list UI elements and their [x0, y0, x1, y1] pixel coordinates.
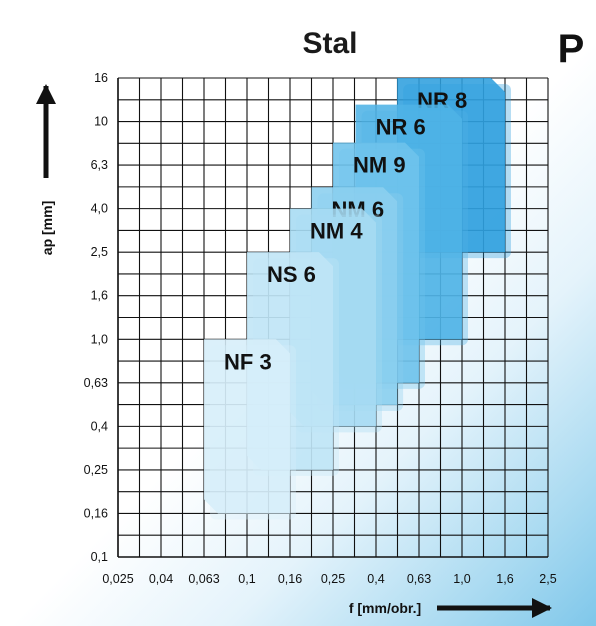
y-tick-label: 0,16: [84, 506, 108, 520]
material-tag: P: [558, 27, 585, 71]
region-label: NM 9: [353, 153, 406, 178]
y-tick-label: 16: [94, 71, 108, 85]
axes: [117, 78, 548, 558]
x-tick-label: 0,16: [278, 572, 302, 586]
y-tick-label: 4,0: [91, 202, 108, 216]
x-tick-label: 0,63: [407, 572, 431, 586]
x-tick-label: 0,025: [102, 572, 133, 586]
x-tick-label: 0,04: [149, 572, 173, 586]
region-nf-3: NF 3: [204, 339, 296, 520]
chart-title: Stal: [302, 27, 357, 60]
region-label: NS 6: [267, 262, 316, 287]
x-tick-label: 2,5: [539, 572, 556, 586]
x-tick-label: 0,1: [238, 572, 255, 586]
y-tick-label: 0,1: [91, 550, 108, 564]
x-tick-label: 0,063: [188, 572, 219, 586]
y-tick-label: 0,4: [91, 419, 108, 433]
region-label: NM 4: [310, 219, 363, 244]
x-tick-labels: 0,025 0,04 0,063 0,1 0,16 0,25 0,4 0,63 1,0 1,6 2,…: [102, 572, 556, 586]
x-tick-label: 0,25: [321, 572, 345, 586]
regions: NR 8NR 6NM 9NM 6NM 4NS 6NF 3: [204, 78, 511, 520]
region-label: NF 3: [224, 349, 272, 374]
region-area: [204, 339, 290, 514]
y-tick-label: 6,3: [91, 158, 108, 172]
y-tick-label: 10: [94, 115, 108, 129]
y-tick-label: 1,0: [91, 332, 108, 346]
x-tick-label: 0,4: [367, 572, 384, 586]
y-axis-label: ap [mm]: [39, 201, 55, 255]
y-tick-label: 2,5: [91, 245, 108, 259]
y-tick-labels: 0,1 0,16 0,25 0,4 0,63 1,0 1,6 2,5 4,0 6,3 10 16: [84, 71, 108, 564]
x-tick-label: 1,6: [496, 572, 513, 586]
y-tick-label: 1,6: [91, 289, 108, 303]
y-tick-label: 0,25: [84, 463, 108, 477]
region-label: NR 6: [376, 115, 426, 140]
x-axis-label: f [mm/obr.]: [349, 600, 421, 616]
y-tick-label: 0,63: [84, 376, 108, 390]
x-tick-label: 1,0: [453, 572, 470, 586]
